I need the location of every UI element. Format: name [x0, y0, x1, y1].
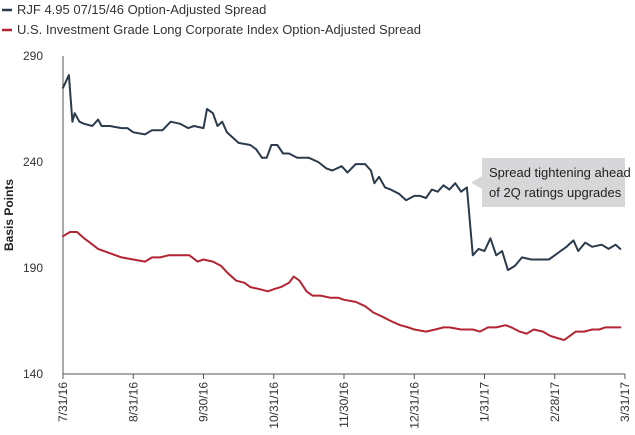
y-tick-label: 140 — [23, 367, 43, 381]
y-ticks: 140 190 240 290 — [23, 49, 43, 381]
x-tick-label: 7/31/16 — [56, 382, 70, 422]
y-tick-label: 190 — [23, 261, 43, 275]
x-tick-label: 1/31/17 — [478, 382, 492, 422]
y-tick-label: 240 — [23, 155, 43, 169]
y-axis-title: Basis Points — [2, 179, 16, 251]
x-tick-label: 9/30/16 — [197, 382, 211, 422]
x-tick-label: 3/31/17 — [618, 382, 632, 422]
x-tick-label: 11/30/16 — [337, 382, 351, 428]
legend-item-index: U.S. Investment Grade Long Corporate Ind… — [2, 22, 421, 37]
callout: Spread tightening ahead of 2Q ratings up… — [471, 158, 631, 207]
legend: RJF 4.95 07/15/46 Option-Adjusted Spread… — [2, 2, 421, 37]
callout-box — [471, 158, 625, 207]
series-layer — [62, 74, 622, 342]
x-tick-label: 2/28/17 — [548, 382, 562, 422]
series-line-rjf — [62, 74, 622, 272]
callout-line-1: Spread tightening ahead — [489, 165, 631, 180]
x-tick-label: 12/31/16 — [407, 382, 421, 429]
legend-label-index: U.S. Investment Grade Long Corporate Ind… — [17, 22, 421, 37]
callout-line-2: of 2Q ratings upgrades — [489, 185, 622, 200]
series-line-index — [62, 231, 622, 342]
x-ticks: 7/31/16 8/31/16 9/30/16 10/31/16 11/30/16 12/… — [56, 374, 632, 429]
legend-label-rjf: RJF 4.95 07/15/46 Option-Adjusted Spread — [17, 2, 266, 17]
x-tick-label: 8/31/16 — [126, 382, 140, 422]
legend-item-rjf: RJF 4.95 07/15/46 Option-Adjusted Spread — [2, 2, 266, 17]
y-tick-label: 290 — [23, 49, 43, 63]
x-tick-label: 10/31/16 — [267, 382, 281, 429]
